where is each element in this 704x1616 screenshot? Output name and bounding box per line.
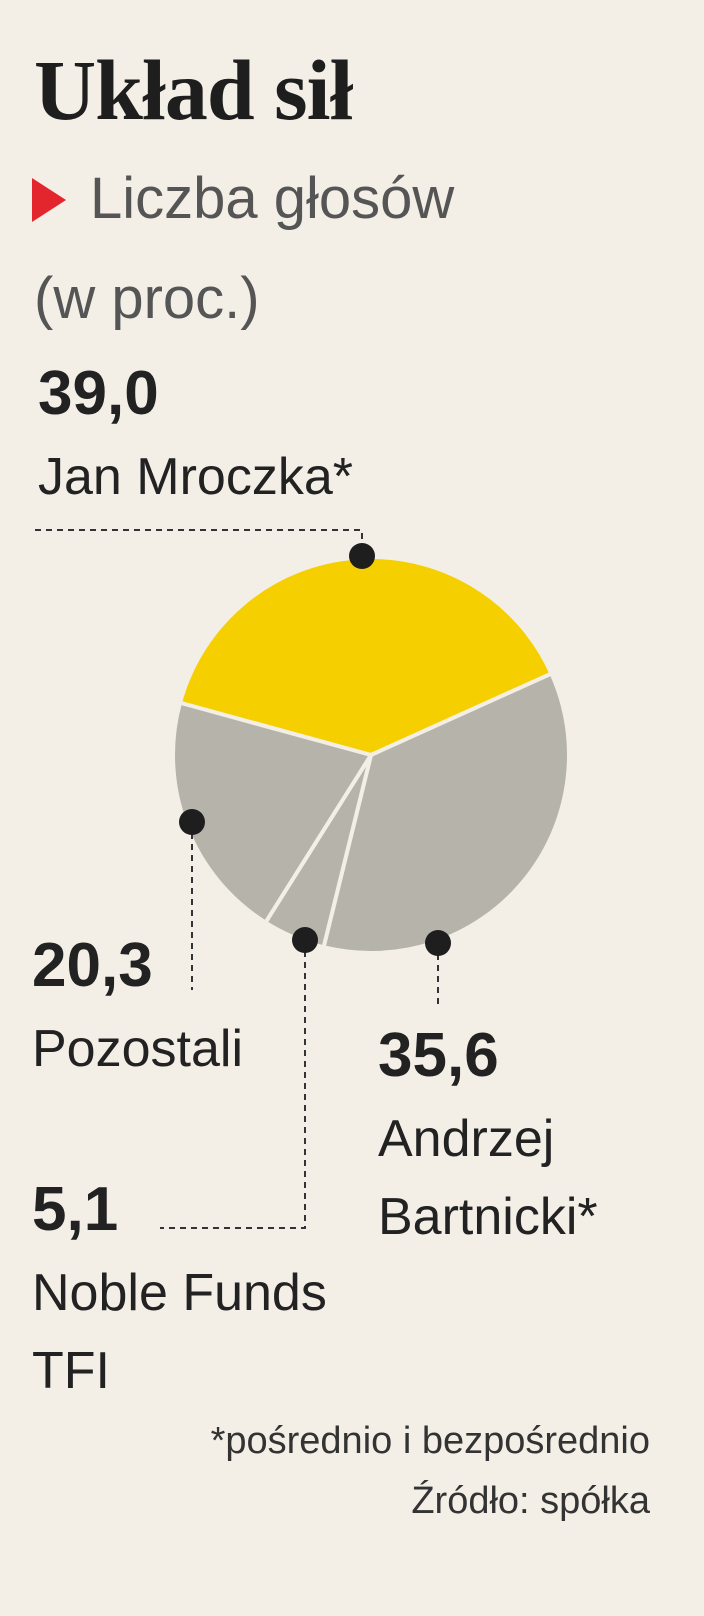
leader-dot <box>425 930 451 956</box>
leader-dot <box>292 927 318 953</box>
source: Źródło: spółka <box>411 1480 650 1522</box>
value-label: 20,3 <box>32 931 153 1000</box>
category-label: Jan Mroczka* <box>38 448 353 506</box>
bullet-triangle <box>32 178 66 222</box>
footnote: *pośrednio i bezpośrednio <box>210 1420 650 1462</box>
leader-line <box>35 529 363 556</box>
leader-dot <box>349 543 375 569</box>
pie-slice <box>321 671 571 955</box>
pie <box>171 555 571 955</box>
leader-dots <box>179 543 451 956</box>
category-label: Pozostali <box>32 1020 243 1078</box>
chart-title: Układ sił <box>34 42 353 138</box>
value-label: 39,0 <box>38 359 159 428</box>
category-label: Noble Funds TFI <box>32 1264 327 1400</box>
leader-dot <box>179 809 205 835</box>
unit-label: (w proc.) <box>34 266 260 331</box>
value-label: 5,1 <box>32 1175 119 1244</box>
value-label: 35,6 <box>378 1021 499 1090</box>
category-label: Andrzej Bartnicki* <box>378 1110 598 1246</box>
leader-line <box>160 940 306 1229</box>
chart-subtitle: Liczba głosów <box>90 166 455 231</box>
